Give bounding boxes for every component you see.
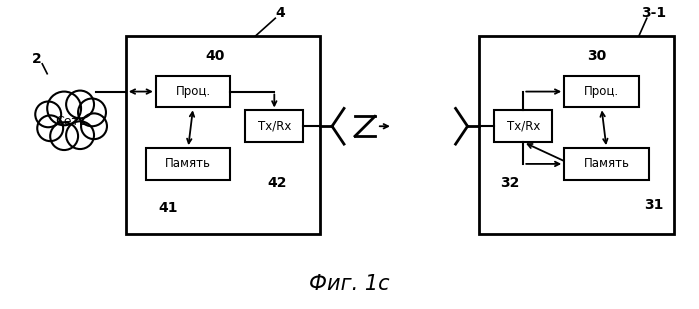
Text: 4: 4 — [275, 6, 285, 20]
Text: 2: 2 — [32, 52, 42, 66]
Text: 40: 40 — [206, 49, 225, 63]
Circle shape — [66, 91, 94, 118]
Text: Память: Память — [584, 157, 630, 171]
Text: Фиг. 1с: Фиг. 1с — [309, 274, 389, 294]
Circle shape — [35, 101, 61, 127]
Bar — [146, 148, 231, 180]
Circle shape — [50, 122, 78, 150]
Text: Проц.: Проц. — [584, 85, 619, 98]
Text: 31: 31 — [644, 197, 663, 212]
Text: 41: 41 — [158, 201, 178, 214]
Bar — [564, 76, 639, 108]
Text: Tx/Rx: Tx/Rx — [507, 120, 540, 133]
Text: Tx/Rx: Tx/Rx — [258, 120, 291, 133]
Bar — [245, 110, 303, 142]
Text: 42: 42 — [268, 176, 287, 190]
Circle shape — [78, 99, 106, 126]
Circle shape — [48, 91, 81, 125]
Bar — [126, 36, 320, 234]
Text: Сеть: Сеть — [55, 115, 87, 128]
Text: 32: 32 — [500, 176, 519, 190]
Text: Проц.: Проц. — [175, 85, 210, 98]
Bar — [564, 148, 649, 180]
Circle shape — [81, 113, 107, 139]
Bar — [156, 76, 231, 108]
Circle shape — [66, 121, 94, 149]
Circle shape — [37, 115, 63, 141]
Text: Память: Память — [165, 157, 211, 171]
Text: 30: 30 — [587, 49, 607, 63]
Bar — [480, 36, 674, 234]
Bar — [494, 110, 552, 142]
Text: 3-1: 3-1 — [641, 6, 666, 20]
